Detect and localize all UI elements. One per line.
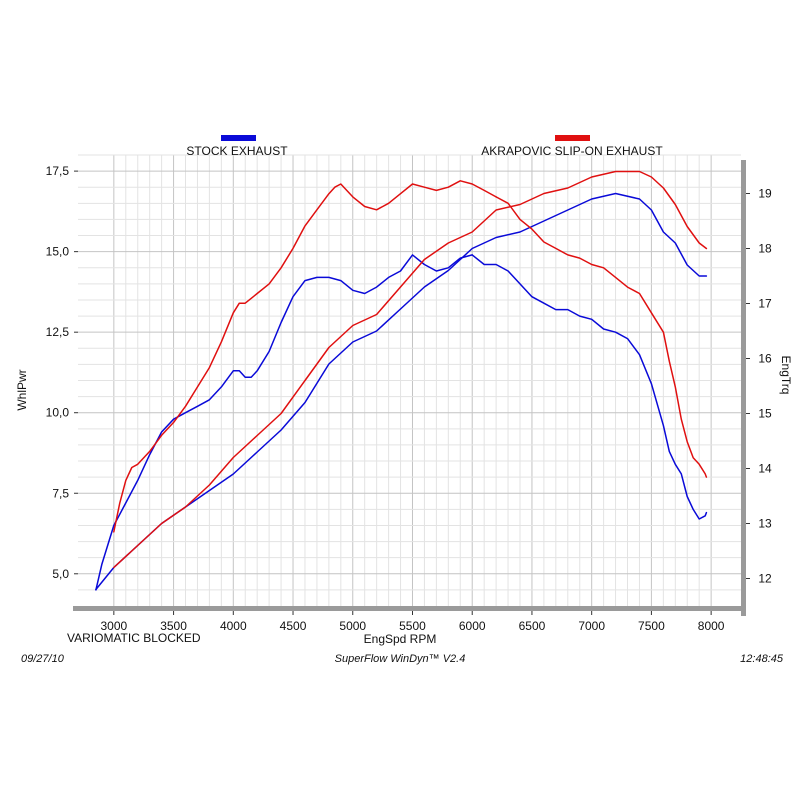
- y-right-tick-label: 16: [758, 352, 772, 366]
- series-line-akrapovic-slip-on-exhaust-whlpwr: [495, 196, 708, 478]
- y-left-tick-label: 17,5: [46, 164, 70, 178]
- x-tick-label: 5000: [339, 619, 366, 633]
- y-right-tick-label: 13: [758, 517, 772, 531]
- x-tick-label: 4500: [280, 619, 307, 633]
- series-line-akrapovic-slip-on-exhaust-whlpwr: [113, 180, 497, 533]
- x-tick-label: 7000: [578, 619, 605, 633]
- series-line-akrapovic-slip-on-exhaust-engtrq: [113, 170, 708, 569]
- chart-note: VARIOMATIC BLOCKED: [67, 631, 201, 645]
- y-left-tick-label: 15,0: [46, 245, 70, 259]
- y-right-tick-label: 18: [758, 242, 772, 256]
- legend-label-stock: STOCK EXHAUST: [186, 144, 288, 158]
- x-tick-label: 6500: [519, 619, 546, 633]
- x-tick-label: 5500: [399, 619, 426, 633]
- legend-swatch-akrapovic: [555, 135, 590, 141]
- chart-series: [95, 170, 708, 591]
- y-left-tick-label: 10,0: [46, 406, 70, 420]
- y-left-tick-label: 12,5: [46, 325, 70, 339]
- right-axis-title: EngTrq: [779, 356, 793, 395]
- x-tick-label: 3500: [160, 619, 187, 633]
- y-right-tick-label: 12: [758, 572, 772, 586]
- x-axis-title: EngSpd RPM: [364, 632, 437, 646]
- x-tick-label: 3000: [100, 619, 127, 633]
- frame-shadow-right: [741, 160, 746, 616]
- legend-label-akrapovic: AKRAPOVIC SLIP-ON EXHAUST: [481, 144, 663, 158]
- legend: STOCK EXHAUST AKRAPOVIC SLIP-ON EXHAUST: [186, 135, 663, 158]
- series-line-stock-exhaust-whlpwr: [471, 254, 708, 520]
- x-tick-label: 7500: [638, 619, 665, 633]
- x-tick-label: 4000: [220, 619, 247, 633]
- y-right-tick-label: 15: [758, 407, 772, 421]
- y-left-tick-label: 5,0: [52, 567, 69, 581]
- chart-axes: 3000 3500 4000 4500 5000 5500 6000 6500 7000 7500…: [46, 164, 772, 633]
- footer-software: SuperFlow WinDyn™ V2.4: [335, 653, 466, 665]
- footer-time: 12:48:45: [740, 653, 784, 665]
- y-right-tick-label: 19: [758, 187, 772, 201]
- y-right-tick-label: 17: [758, 297, 772, 311]
- y-right-tick-label: 14: [758, 462, 772, 476]
- series-line-stock-exhaust-engtrq: [95, 192, 708, 591]
- frame-shadow-bottom: [73, 606, 741, 611]
- x-tick-label: 8000: [698, 619, 725, 633]
- y-left-tick-label: 7,5: [52, 486, 69, 500]
- x-tick-label: 6000: [459, 619, 486, 633]
- footer-date: 09/27/10: [21, 653, 65, 665]
- legend-swatch-stock: [221, 135, 256, 141]
- left-axis-title: WhlPwr: [15, 369, 29, 410]
